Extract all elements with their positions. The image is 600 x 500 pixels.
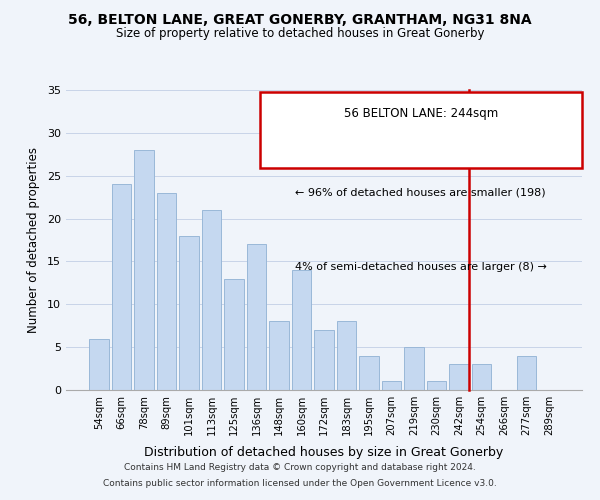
Bar	[314, 330, 334, 390]
Bar	[292, 270, 311, 390]
Text: 4% of semi-detached houses are larger (8) →: 4% of semi-detached houses are larger (8…	[295, 262, 547, 272]
Bar	[134, 150, 154, 390]
FancyBboxPatch shape	[260, 92, 582, 168]
Text: 56 BELTON LANE: 244sqm: 56 BELTON LANE: 244sqm	[344, 106, 498, 120]
Bar	[202, 210, 221, 390]
Y-axis label: Number of detached properties: Number of detached properties	[27, 147, 40, 333]
Bar	[382, 382, 401, 390]
Bar	[449, 364, 469, 390]
Bar	[269, 322, 289, 390]
Bar	[337, 322, 356, 390]
Text: Contains HM Land Registry data © Crown copyright and database right 2024.: Contains HM Land Registry data © Crown c…	[124, 464, 476, 472]
X-axis label: Distribution of detached houses by size in Great Gonerby: Distribution of detached houses by size …	[145, 446, 503, 460]
Bar	[404, 347, 424, 390]
Text: Size of property relative to detached houses in Great Gonerby: Size of property relative to detached ho…	[116, 28, 484, 40]
Text: ← 96% of detached houses are smaller (198): ← 96% of detached houses are smaller (19…	[295, 188, 546, 198]
Bar	[517, 356, 536, 390]
Bar	[112, 184, 131, 390]
Bar	[179, 236, 199, 390]
Bar	[472, 364, 491, 390]
Bar	[224, 278, 244, 390]
Bar	[359, 356, 379, 390]
Bar	[247, 244, 266, 390]
Bar	[157, 193, 176, 390]
Bar	[427, 382, 446, 390]
Text: Contains public sector information licensed under the Open Government Licence v3: Contains public sector information licen…	[103, 478, 497, 488]
Bar	[89, 338, 109, 390]
Text: 56, BELTON LANE, GREAT GONERBY, GRANTHAM, NG31 8NA: 56, BELTON LANE, GREAT GONERBY, GRANTHAM…	[68, 12, 532, 26]
